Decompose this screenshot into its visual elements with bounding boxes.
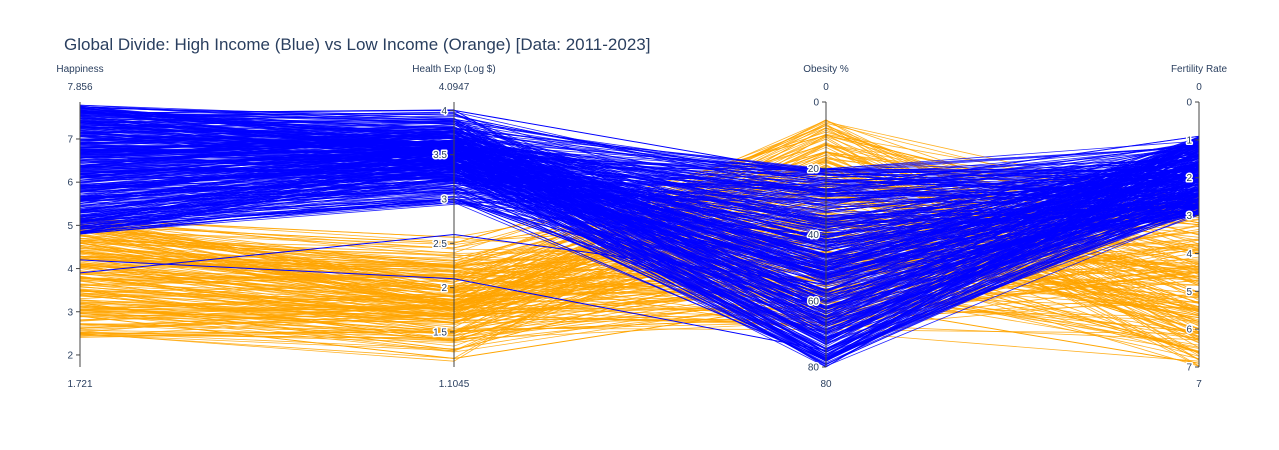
high-income-line <box>79 149 1200 296</box>
high-income-line <box>79 118 1200 183</box>
low-income-line <box>79 300 1200 364</box>
high-income-line <box>79 127 1200 196</box>
low-income-line <box>79 250 1200 353</box>
axis-title: Fertility Rate <box>1171 64 1228 75</box>
high-income-line <box>79 123 1200 201</box>
tick-label: 6 <box>67 178 73 189</box>
high-income-line <box>79 166 1200 273</box>
high-income-line <box>79 154 1200 229</box>
tick-label: 2 <box>441 283 447 294</box>
tick-label: 0 <box>1186 98 1192 109</box>
tick-label: 4 <box>1186 249 1192 260</box>
high-income-line <box>79 162 1200 334</box>
low-income-line <box>79 271 1200 334</box>
high-income-line <box>79 109 1200 176</box>
tick-label: 5 <box>1186 287 1192 298</box>
tick-label: 3 <box>1186 211 1192 222</box>
high-income-line <box>79 136 1200 271</box>
high-income-line <box>79 164 1200 350</box>
axis-range-min: 1.721 <box>67 379 92 390</box>
high-income-line <box>79 128 1200 257</box>
high-income-line <box>79 144 1200 260</box>
high-income-line <box>79 152 1200 210</box>
tick-label: 5 <box>67 221 73 232</box>
axis-title: Health Exp (Log $) <box>412 64 495 75</box>
tick-label: 6 <box>1186 325 1192 336</box>
high-income-line <box>79 146 1200 285</box>
tick-label: 60 <box>808 296 820 307</box>
tick-label: 3.5 <box>433 150 447 161</box>
tick-label: 2 <box>1186 173 1192 184</box>
high-income-line <box>79 173 1200 269</box>
tick-label: 20 <box>808 164 820 175</box>
high-income-line <box>79 150 1200 351</box>
high-income-line <box>79 198 1200 308</box>
high-income-line <box>79 154 1200 252</box>
chart-title: Global Divide: High Income (Blue) vs Low… <box>64 35 650 54</box>
axis-range-max: 7.856 <box>67 82 92 93</box>
tick-label: 1 <box>1186 135 1192 146</box>
axis-range-min: 7 <box>1196 379 1202 390</box>
high-income-line <box>79 111 1200 175</box>
high-income-line <box>79 171 1200 280</box>
tick-label: 2.5 <box>433 239 447 250</box>
high-income-line <box>79 107 1200 353</box>
low-income-line <box>79 293 1200 332</box>
high-income-line <box>79 126 1200 326</box>
tick-label: 4 <box>67 264 73 275</box>
axis-title: Happiness <box>56 64 103 75</box>
axis-range-min: 1.1045 <box>439 379 470 390</box>
low-income-line <box>79 237 1200 332</box>
high-income-line <box>79 113 1200 265</box>
high-income-line <box>79 149 1200 222</box>
tick-label: 7 <box>67 134 73 145</box>
high-income-line <box>79 163 1200 213</box>
high-income-line <box>79 171 1200 275</box>
high-income-line <box>79 134 1200 202</box>
high-income-line <box>79 189 1200 295</box>
high-income-line <box>79 158 1200 362</box>
tick-label: 1.5 <box>433 327 447 338</box>
axis-range-max: 0 <box>823 82 829 93</box>
tick-label: 4 <box>441 106 447 117</box>
tick-label: 40 <box>808 230 820 241</box>
high-income-line <box>79 180 1200 223</box>
axis-range-max: 0 <box>1196 82 1202 93</box>
low-income-line <box>79 235 1200 325</box>
axes-layer: Happiness 7.856 1.721 2 3 4 5 6 7 Health Exp (Log… <box>56 64 1227 390</box>
high-income-line <box>79 145 1200 212</box>
high-income-line <box>79 158 1200 181</box>
high-income-line <box>79 170 1200 359</box>
lines-layer <box>79 104 1200 368</box>
tick-label: 2 <box>67 350 73 361</box>
tick-label: 80 <box>808 363 820 374</box>
high-income-line <box>79 143 1200 194</box>
high-income-line <box>79 165 1200 272</box>
low-income-line <box>79 263 1200 337</box>
tick-label: 3 <box>67 307 73 318</box>
axis-range-max: 4.0947 <box>439 82 470 93</box>
axis-title: Obesity % <box>803 64 849 75</box>
low-income-line <box>79 229 1200 349</box>
tick-label: 3 <box>441 195 447 206</box>
high-income-line <box>79 128 1200 361</box>
tick-label: 7 <box>1186 363 1192 374</box>
axis-range-min: 80 <box>820 379 832 390</box>
high-income-line <box>79 151 1200 340</box>
tick-label: 0 <box>813 98 819 109</box>
high-income-line <box>79 173 1200 335</box>
